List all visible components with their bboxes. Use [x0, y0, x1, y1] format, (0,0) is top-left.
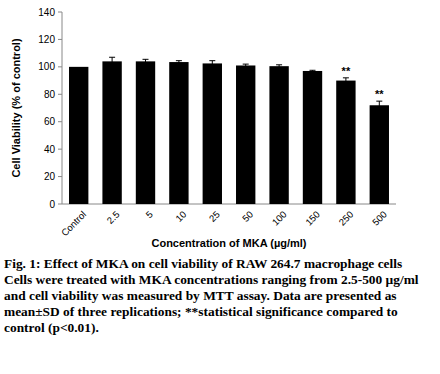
- x-axis-title: Concentration of MKA (µg/ml): [151, 237, 306, 249]
- bars: [69, 57, 389, 204]
- error-bar: [343, 78, 349, 83]
- x-tick-label: 100: [270, 209, 289, 228]
- y-tick-label: 140: [38, 7, 55, 18]
- bar: [203, 63, 222, 204]
- y-tick-label: 120: [38, 34, 55, 45]
- error-bar: [243, 64, 249, 67]
- y-tick: [58, 204, 62, 205]
- error-bar: [143, 59, 149, 63]
- error-bar: [176, 61, 182, 64]
- y-axis-title: Cell Viability (% of control): [10, 38, 22, 177]
- y-tick-label: 80: [44, 89, 56, 100]
- y-tick: [58, 66, 62, 67]
- x-tick-label: 500: [370, 209, 389, 228]
- error-bar: [310, 70, 316, 71]
- y-axis: [62, 12, 63, 204]
- y-tick: [58, 94, 62, 95]
- chart: 0 20 40 60 80 100 120 140 Control 2.5 5 10 25 50 100 15…: [0, 0, 440, 252]
- y-tick-label: 0: [49, 199, 55, 210]
- x-tick-label: 10: [173, 209, 188, 224]
- bar: [69, 67, 88, 204]
- caption: Fig. 1: Effect of MKA on cell viability …: [4, 256, 432, 336]
- error-bar: [109, 57, 115, 65]
- error-bar: [209, 61, 215, 66]
- bar: [236, 65, 255, 204]
- caption-title: Fig. 1: Effect of MKA on cell viability …: [4, 256, 432, 272]
- error-bar: [376, 101, 382, 109]
- bar: [370, 105, 389, 204]
- x-tick-label: 5: [143, 209, 155, 221]
- y-tick: [58, 121, 62, 122]
- error-bar: [276, 65, 282, 68]
- x-tick-label: Control: [59, 209, 88, 238]
- significance: **: [342, 65, 351, 77]
- y-tick-label: 60: [44, 116, 56, 127]
- y-tick: [58, 149, 62, 150]
- x-tick-label: 25: [207, 209, 222, 224]
- bar: [269, 66, 288, 204]
- x-tick-label: 2.5: [104, 209, 121, 226]
- significance: **: [375, 88, 384, 100]
- x-tick-label: 50: [240, 209, 255, 224]
- x-tick-label: 250: [336, 209, 355, 228]
- x-tick-label: 150: [303, 209, 322, 228]
- bar: [136, 61, 155, 204]
- y-tick: [58, 12, 62, 13]
- y-tick: [58, 39, 62, 40]
- caption-text: Cells were treated with MKA concentratio…: [4, 272, 432, 336]
- bar: [336, 81, 355, 204]
- y-tick-label: 40: [44, 144, 56, 155]
- y-tick-label: 100: [38, 61, 55, 72]
- bar: [169, 62, 188, 204]
- bar: [102, 61, 121, 204]
- bar: [303, 71, 322, 204]
- y-tick-label: 20: [44, 171, 56, 182]
- y-tick: [58, 176, 62, 177]
